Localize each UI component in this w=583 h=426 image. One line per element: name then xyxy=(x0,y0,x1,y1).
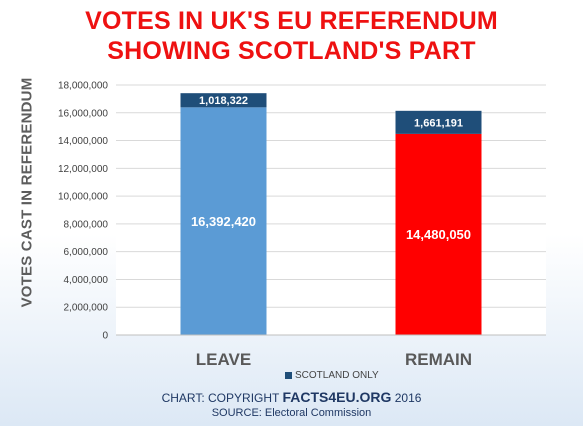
y-tick-label: 18,000,000 xyxy=(58,81,108,92)
y-tick-label: 6,000,000 xyxy=(64,247,109,258)
copyright-year: 2016 xyxy=(391,391,422,405)
data-label: 16,392,420 xyxy=(191,214,256,229)
y-tick-label: 16,000,000 xyxy=(58,108,108,119)
y-tick-label: 8,000,000 xyxy=(64,219,109,230)
legend: SCOTLAND ONLY xyxy=(285,370,379,381)
legend-label-scotland: SCOTLAND ONLY xyxy=(295,370,379,381)
chart-title-line-1: VOTES IN UK'S EU REFERENDUM xyxy=(85,7,498,35)
data-label: 1,661,191 xyxy=(414,117,463,129)
x-category-label: LEAVE xyxy=(196,350,251,369)
y-tick-label: 4,000,000 xyxy=(64,275,109,286)
y-tick-label: 14,000,000 xyxy=(58,136,108,147)
bar-segment-scotland xyxy=(395,110,482,134)
copyright-line: CHART: COPYRIGHT FACTS4EU.ORG 2016 xyxy=(0,389,583,405)
y-tick-label: 12,000,000 xyxy=(58,164,108,175)
copyright-brand: FACTS4EU.ORG xyxy=(282,389,392,405)
y-tick-label: 2,000,000 xyxy=(64,303,109,314)
chart-title-line-2: SHOWING SCOTLAND'S PART xyxy=(107,37,476,65)
copyright-prefix: CHART: COPYRIGHT xyxy=(161,391,283,405)
source-line: SOURCE: Electoral Commission xyxy=(211,407,372,419)
legend-swatch-scotland xyxy=(285,372,292,379)
bar-segment-main xyxy=(180,107,267,335)
x-category-label: REMAIN xyxy=(405,350,472,369)
y-tick-label: 10,000,000 xyxy=(58,192,108,203)
bar-segment-main xyxy=(395,133,482,335)
bar-segment-scotland xyxy=(180,93,267,108)
data-label: 14,480,050 xyxy=(406,227,471,242)
y-tick-label: 0 xyxy=(102,331,108,342)
data-label: 1,018,322 xyxy=(199,95,248,107)
